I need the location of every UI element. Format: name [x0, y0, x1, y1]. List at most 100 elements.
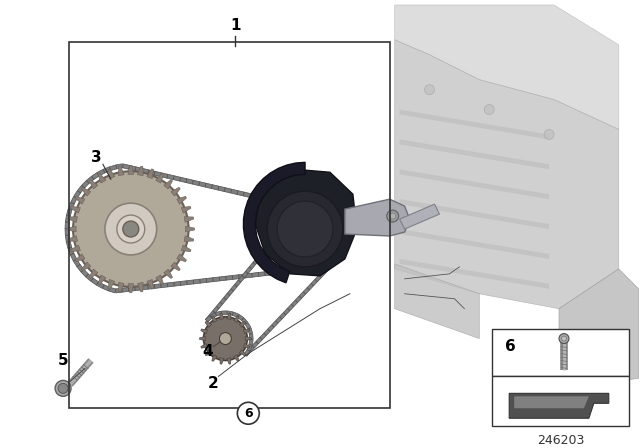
- Bar: [69, 42, 390, 408]
- Text: 6: 6: [505, 339, 516, 354]
- Polygon shape: [255, 169, 357, 276]
- Polygon shape: [319, 271, 325, 277]
- Polygon shape: [86, 274, 93, 281]
- Polygon shape: [171, 262, 180, 271]
- Polygon shape: [205, 315, 212, 322]
- Polygon shape: [209, 311, 215, 317]
- Polygon shape: [243, 162, 305, 283]
- Polygon shape: [260, 250, 266, 256]
- Polygon shape: [167, 174, 174, 180]
- Polygon shape: [186, 179, 193, 184]
- Polygon shape: [82, 181, 89, 188]
- Polygon shape: [65, 222, 69, 229]
- Polygon shape: [154, 171, 161, 177]
- Polygon shape: [327, 263, 333, 269]
- Circle shape: [73, 171, 189, 287]
- Circle shape: [237, 402, 259, 424]
- Polygon shape: [174, 281, 180, 286]
- Polygon shape: [68, 217, 77, 222]
- Polygon shape: [239, 350, 246, 356]
- Polygon shape: [77, 264, 84, 272]
- Polygon shape: [109, 165, 117, 171]
- Polygon shape: [122, 288, 129, 292]
- Text: 5: 5: [58, 353, 68, 368]
- Polygon shape: [273, 220, 280, 228]
- Polygon shape: [181, 245, 191, 252]
- Polygon shape: [324, 225, 330, 232]
- Polygon shape: [103, 167, 111, 173]
- Polygon shape: [399, 259, 549, 289]
- Polygon shape: [328, 230, 333, 237]
- Polygon shape: [199, 182, 206, 187]
- Polygon shape: [122, 164, 129, 169]
- Polygon shape: [245, 323, 251, 329]
- Polygon shape: [260, 333, 266, 340]
- Polygon shape: [109, 287, 116, 293]
- Polygon shape: [201, 343, 207, 348]
- Polygon shape: [309, 218, 316, 222]
- Polygon shape: [173, 176, 180, 181]
- Circle shape: [123, 221, 139, 237]
- Polygon shape: [237, 314, 244, 320]
- Polygon shape: [237, 190, 244, 196]
- Polygon shape: [65, 215, 70, 222]
- Polygon shape: [294, 204, 301, 209]
- Polygon shape: [239, 274, 246, 279]
- Polygon shape: [221, 311, 227, 314]
- Polygon shape: [399, 229, 549, 259]
- Polygon shape: [272, 321, 278, 327]
- Polygon shape: [268, 241, 274, 247]
- Polygon shape: [180, 281, 188, 285]
- Polygon shape: [248, 328, 253, 334]
- Polygon shape: [304, 217, 310, 221]
- Polygon shape: [81, 269, 88, 277]
- Polygon shape: [138, 166, 143, 176]
- Polygon shape: [256, 337, 262, 344]
- Polygon shape: [294, 205, 301, 211]
- Polygon shape: [253, 258, 259, 265]
- Polygon shape: [129, 165, 136, 171]
- Polygon shape: [295, 296, 301, 302]
- Polygon shape: [156, 275, 164, 285]
- Polygon shape: [193, 180, 200, 185]
- Polygon shape: [212, 355, 218, 362]
- Polygon shape: [98, 173, 106, 183]
- Polygon shape: [256, 195, 263, 200]
- Text: 3: 3: [91, 150, 101, 165]
- Polygon shape: [279, 258, 287, 266]
- Polygon shape: [138, 282, 143, 292]
- Polygon shape: [282, 201, 289, 207]
- Polygon shape: [395, 264, 479, 339]
- Circle shape: [484, 104, 494, 115]
- Polygon shape: [220, 313, 224, 319]
- Polygon shape: [264, 245, 270, 251]
- Polygon shape: [135, 286, 142, 291]
- Polygon shape: [298, 217, 304, 221]
- Polygon shape: [271, 241, 276, 247]
- Polygon shape: [141, 285, 148, 290]
- Polygon shape: [205, 183, 212, 189]
- Polygon shape: [205, 350, 212, 356]
- Polygon shape: [399, 169, 549, 199]
- Polygon shape: [307, 284, 314, 290]
- Polygon shape: [345, 199, 410, 236]
- Polygon shape: [262, 197, 269, 202]
- Text: 6: 6: [244, 407, 253, 420]
- Polygon shape: [177, 254, 186, 262]
- Circle shape: [544, 129, 554, 139]
- Polygon shape: [98, 275, 106, 285]
- Polygon shape: [287, 304, 294, 310]
- Polygon shape: [129, 287, 135, 291]
- Bar: [492, 376, 628, 426]
- Polygon shape: [330, 258, 335, 264]
- Circle shape: [387, 210, 399, 222]
- Polygon shape: [243, 192, 250, 198]
- Polygon shape: [399, 110, 549, 139]
- Polygon shape: [271, 270, 278, 275]
- Polygon shape: [282, 223, 289, 229]
- Polygon shape: [514, 396, 589, 408]
- Polygon shape: [213, 277, 220, 282]
- Polygon shape: [187, 280, 194, 284]
- Polygon shape: [303, 288, 310, 294]
- Polygon shape: [399, 199, 549, 229]
